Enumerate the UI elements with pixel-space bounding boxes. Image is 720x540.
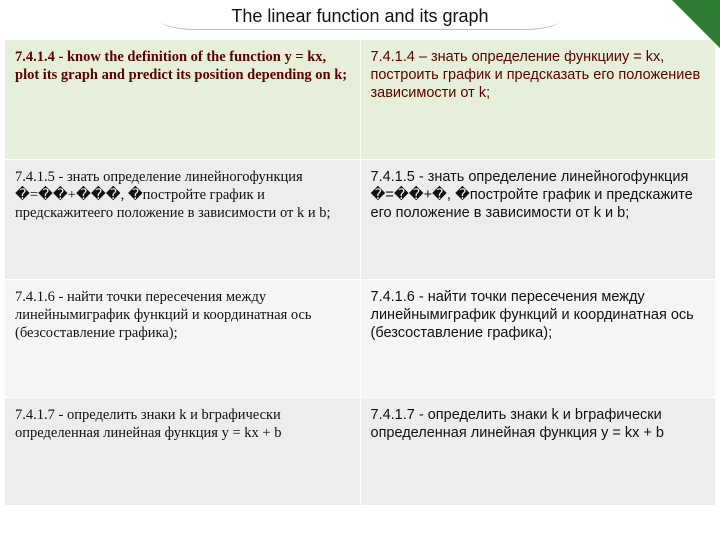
page-title: The linear function and its graph (231, 6, 488, 27)
cell-ru: 7.4.1.7 - определить знаки k и bграфичес… (360, 398, 716, 506)
objectives-table: 7.4.1.4 - know the definition of the fun… (4, 39, 716, 506)
cell-ru: 7.4.1.4 – знать определение функцииy = k… (360, 40, 716, 160)
table-row: 7.4.1.7 - определить знаки k и bграфичес… (5, 398, 716, 506)
cell-en: 7.4.1.7 - определить знаки k и bграфичес… (5, 398, 361, 506)
cell-en: 7.4.1.4 - know the definition of the fun… (5, 40, 361, 160)
table-row: 7.4.1.5 - знать определение линейногофун… (5, 160, 716, 280)
cell-en: 7.4.1.5 - знать определение линейногофун… (5, 160, 361, 280)
table-row: 7.4.1.4 - know the definition of the fun… (5, 40, 716, 160)
title-container: The linear function and its graph (0, 0, 720, 31)
table-row: 7.4.1.6 - найти точки пересечения между … (5, 280, 716, 398)
cell-ru: 7.4.1.6 - найти точки пересечения между … (360, 280, 716, 398)
cell-en: 7.4.1.6 - найти точки пересечения между … (5, 280, 361, 398)
cell-ru: 7.4.1.5 - знать определение линейногофун… (360, 160, 716, 280)
